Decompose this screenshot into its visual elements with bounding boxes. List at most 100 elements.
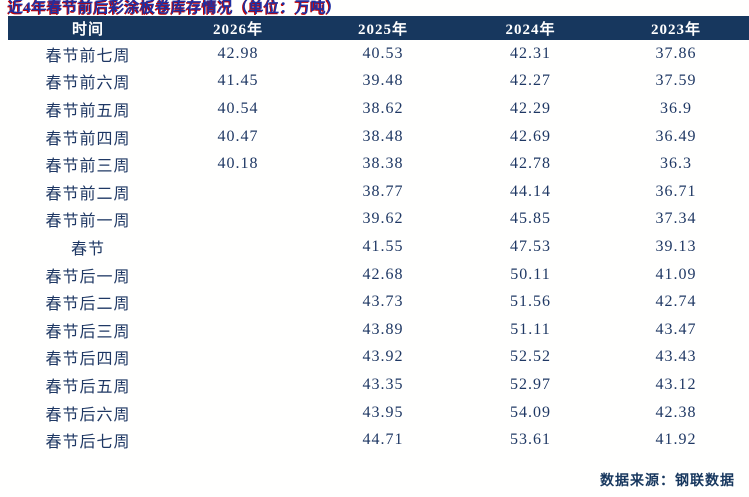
- value-cell: [168, 261, 308, 289]
- value-cell: 53.61: [510, 431, 551, 449]
- value-cell: 43.43: [655, 348, 697, 366]
- value-cell: 42.27: [510, 72, 551, 90]
- column-header-2023: 2023年: [603, 16, 749, 40]
- value-cell: 40.54: [217, 99, 259, 117]
- row-label-cell: 春节: [70, 240, 105, 258]
- row-label-cell: 春节后七周: [45, 434, 131, 452]
- value-cell: [168, 399, 308, 427]
- table-row: 春节前六周 41.45 39.48 42.27 37.59: [8, 68, 749, 96]
- value-cell: 37.86: [655, 44, 697, 62]
- value-cell: [168, 233, 308, 261]
- value-cell: 38.77: [362, 182, 404, 200]
- value-cell: 51.56: [510, 293, 551, 311]
- row-label-cell: 春节后五周: [45, 378, 131, 396]
- value-cell: 40.47: [217, 127, 259, 145]
- value-cell: 38.38: [362, 155, 404, 173]
- page-title: 近4年春节前后彩涂板卷库存情况（单位：万吨）: [8, 0, 342, 16]
- table-body: 春节前七周 42.98 40.53 42.31 37.86 春节前六周 41.45 39.48…: [8, 40, 749, 454]
- value-cell: 38.48: [362, 127, 404, 145]
- value-cell: 41.09: [655, 265, 697, 283]
- value-cell: 41.92: [655, 431, 697, 449]
- table-row: 春节后六周 43.95 54.09 42.38: [8, 399, 749, 427]
- value-cell: 42.69: [510, 127, 551, 145]
- value-cell: 43.89: [362, 320, 404, 338]
- table-row: 春节前二周 38.77 44.14 36.71: [8, 178, 749, 206]
- row-label-cell: 春节前六周: [45, 75, 131, 93]
- table-row: 春节前一周 39.62 45.85 37.34: [8, 206, 749, 234]
- value-cell: 42.38: [655, 403, 697, 421]
- row-label-cell: 春节后三周: [45, 323, 131, 341]
- value-cell: 43.35: [362, 375, 404, 393]
- value-cell: [168, 288, 308, 316]
- value-cell: 36.49: [655, 127, 697, 145]
- value-cell: 44.71: [362, 431, 404, 449]
- row-label-cell: 春节后二周: [45, 296, 131, 314]
- value-cell: 43.12: [655, 375, 697, 393]
- data-source-note: 数据来源：钢联数据: [600, 473, 735, 489]
- table-row: 春节 41.55 47.53 39.13: [8, 233, 749, 261]
- table-row: 春节前五周 40.54 38.62 42.29 36.9: [8, 95, 749, 123]
- header-row: 时间 2026年 2025年 2024年 2023年: [8, 16, 749, 40]
- value-cell: 54.09: [510, 403, 551, 421]
- value-cell: 43.73: [362, 293, 404, 311]
- value-cell: 43.92: [362, 348, 404, 366]
- value-cell: 44.14: [510, 182, 551, 200]
- value-cell: 42.31: [510, 44, 551, 62]
- value-cell: 43.95: [362, 403, 404, 421]
- value-cell: 39.62: [362, 210, 404, 228]
- value-cell: 37.59: [655, 72, 697, 90]
- value-cell: 41.55: [362, 237, 404, 255]
- value-cell: 52.52: [510, 348, 551, 366]
- value-cell: 50.11: [510, 265, 551, 283]
- inventory-table: 时间 2026年 2025年 2024年 2023年 春节前七周 42.98 40.…: [8, 16, 749, 454]
- value-cell: 38.62: [362, 99, 404, 117]
- table-row: 春节前七周 42.98 40.53 42.31 37.86: [8, 40, 749, 68]
- row-label-cell: 春节前四周: [45, 130, 131, 148]
- value-cell: 39.13: [655, 237, 697, 255]
- value-cell: [168, 371, 308, 399]
- value-cell: 41.45: [217, 72, 259, 90]
- column-header-2024: 2024年: [458, 16, 603, 40]
- value-cell: 40.53: [362, 44, 404, 62]
- row-label-cell: 春节后四周: [45, 351, 131, 369]
- value-cell: [168, 316, 308, 344]
- value-cell: [168, 426, 308, 454]
- value-cell: [168, 344, 308, 372]
- value-cell: 36.3: [660, 155, 692, 173]
- table-row: 春节后三周 43.89 51.11 43.47: [8, 316, 749, 344]
- column-header-2025: 2025年: [308, 16, 458, 40]
- value-cell: 47.53: [510, 237, 551, 255]
- row-label-cell: 春节前七周: [45, 47, 131, 65]
- value-cell: 36.71: [655, 182, 697, 200]
- table-row: 春节后四周 43.92 52.52 43.43: [8, 344, 749, 372]
- row-label-cell: 春节后一周: [45, 268, 131, 286]
- value-cell: 42.98: [217, 44, 259, 62]
- value-cell: 42.68: [362, 265, 404, 283]
- value-cell: 42.78: [510, 155, 551, 173]
- table-row: 春节后五周 43.35 52.97 43.12: [8, 371, 749, 399]
- row-label-cell: 春节后六周: [45, 406, 131, 424]
- row-label-cell: 春节前二周: [45, 185, 131, 203]
- value-cell: [168, 206, 308, 234]
- value-cell: 37.34: [655, 210, 697, 228]
- value-cell: 42.29: [510, 99, 551, 117]
- row-label-cell: 春节前三周: [45, 158, 131, 176]
- value-cell: [168, 178, 308, 206]
- value-cell: 43.47: [655, 320, 697, 338]
- value-cell: 39.48: [362, 72, 404, 90]
- value-cell: 36.9: [660, 99, 692, 117]
- table-row: 春节前三周 40.18 38.38 42.78 36.3: [8, 150, 749, 178]
- row-label-cell: 春节前一周: [45, 213, 131, 231]
- row-label-cell: 春节前五周: [45, 102, 131, 120]
- value-cell: 51.11: [510, 320, 551, 338]
- value-cell: 52.97: [510, 375, 551, 393]
- table-row: 春节后二周 43.73 51.56 42.74: [8, 288, 749, 316]
- value-cell: 42.74: [655, 293, 697, 311]
- table-row: 春节后七周 44.71 53.61 41.92: [8, 426, 749, 454]
- value-cell: 45.85: [510, 210, 551, 228]
- column-header-2026: 2026年: [168, 16, 308, 40]
- table-row: 春节后一周 42.68 50.11 41.09: [8, 261, 749, 289]
- table-row: 春节前四周 40.47 38.48 42.69 36.49: [8, 123, 749, 151]
- column-header-time: 时间: [8, 16, 168, 40]
